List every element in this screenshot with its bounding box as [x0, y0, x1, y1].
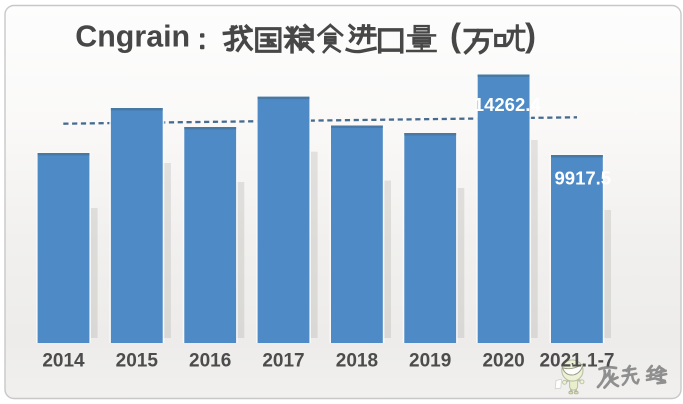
svg-text:9917.5: 9917.5 [555, 167, 612, 188]
svg-text:2018: 2018 [336, 351, 378, 372]
svg-text:Cngrain: Cngrain [75, 20, 190, 54]
svg-text:2020: 2020 [482, 351, 524, 372]
svg-text:2021.1-7: 2021.1-7 [539, 351, 614, 372]
svg-text:2014: 2014 [42, 351, 85, 372]
svg-text:2019: 2019 [409, 351, 451, 372]
svg-text:2015: 2015 [116, 351, 159, 372]
svg-text:2017: 2017 [262, 351, 304, 372]
svg-text:2016: 2016 [189, 351, 231, 372]
svg-text:): ) [525, 17, 536, 54]
svg-text:(: ( [450, 17, 461, 54]
svg-text:14262.4: 14262.4 [474, 94, 542, 115]
